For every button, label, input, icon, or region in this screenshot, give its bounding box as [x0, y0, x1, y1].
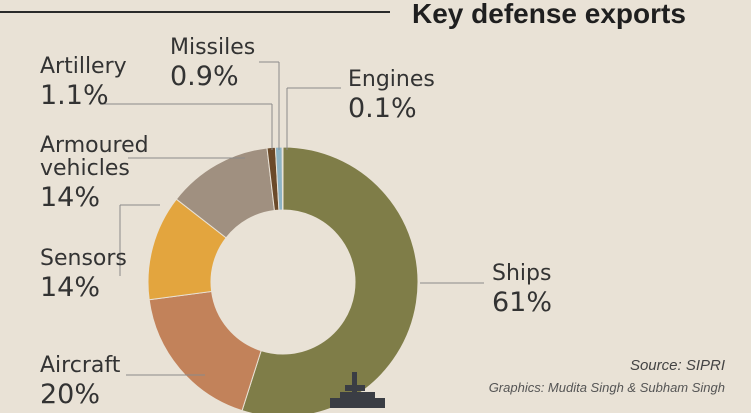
slice-engines	[281, 146, 284, 211]
title-rule	[0, 11, 390, 13]
label-missiles: Missiles 0.9%	[170, 35, 256, 93]
warship-silhouette	[330, 372, 385, 408]
label-aircraft: Aircraft 20%	[40, 353, 121, 411]
source-note: Source: SIPRI	[629, 357, 725, 374]
label-armoured-vehicles: Armoured vehicles 14%	[40, 133, 149, 214]
label-engines: Engines 0.1%	[348, 67, 435, 125]
label-sensors: Sensors 14%	[40, 246, 127, 304]
graphics-credit: Graphics: Mudita Singh & Subham Singh	[488, 380, 725, 395]
donut-hole	[211, 210, 355, 354]
label-artillery: Artillery 1.1%	[40, 54, 127, 112]
label-ships: Ships 61%	[492, 261, 553, 319]
chart-title: Key defense exports	[412, 0, 686, 29]
